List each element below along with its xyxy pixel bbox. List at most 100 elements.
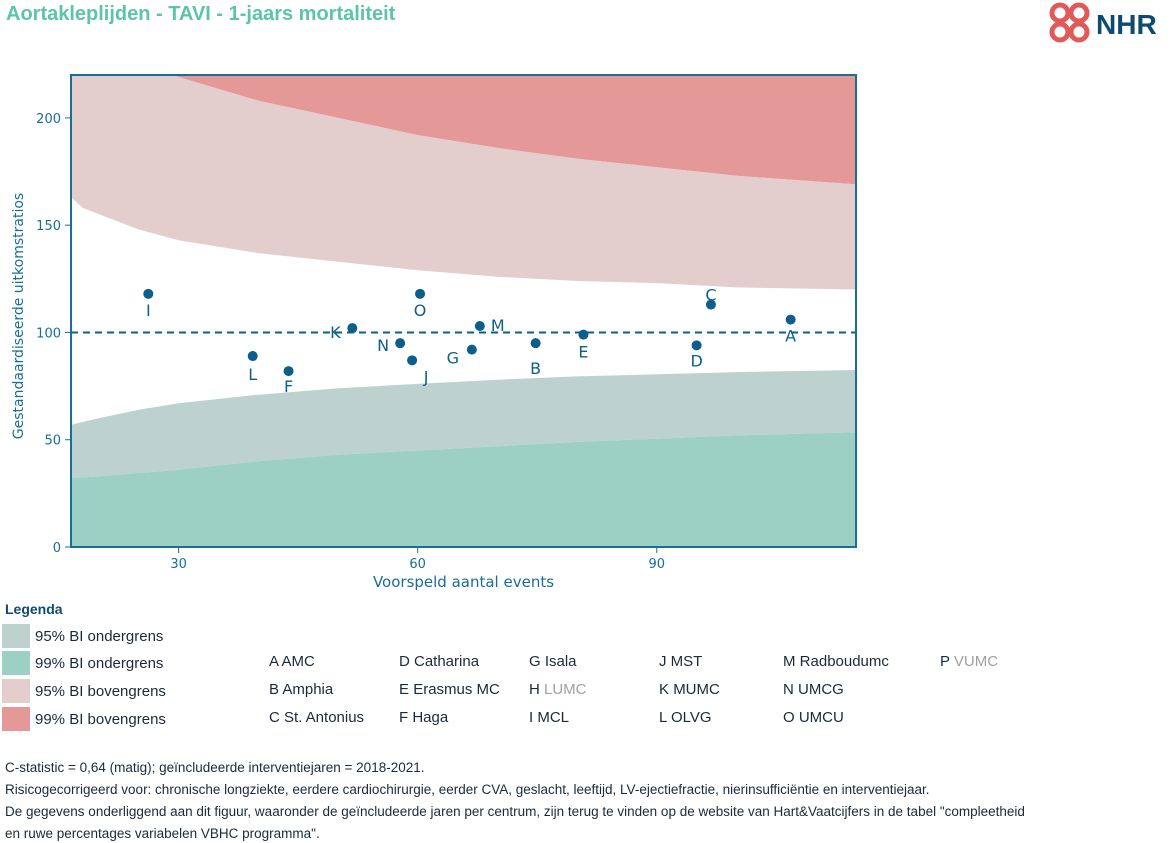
legend-center-name: Haga <box>412 709 449 726</box>
legend-center-item: O UMCU <box>783 709 844 726</box>
data-label-i: I <box>146 301 151 320</box>
legend-center-code: J <box>659 653 671 670</box>
data-label-f: F <box>284 377 293 396</box>
legend-band-item: 95% BI ondergrens <box>2 623 163 649</box>
legend-center-name: AMC <box>281 653 315 670</box>
legend-center-item: H LUMC <box>529 681 587 698</box>
legend-center-code: K <box>659 681 674 698</box>
x-tick-label: 60 <box>409 557 426 572</box>
data-point-l <box>247 351 258 362</box>
legend-center-item: A AMC <box>269 653 315 670</box>
band-lower-99 <box>71 432 856 547</box>
legend-band-item: 95% BI bovengrens <box>2 678 166 704</box>
legend-center-item: N UMCG <box>783 681 844 698</box>
data-point-a <box>785 314 796 325</box>
legend-center-name: UMCG <box>798 681 844 698</box>
y-tick-label: 0 <box>53 541 61 556</box>
data-label-c: C <box>705 286 716 305</box>
legend-center-name: Catharina <box>414 653 480 670</box>
legend-center-name: OLVG <box>670 709 712 726</box>
legend-swatch <box>2 679 30 703</box>
legend-center-code: L <box>659 709 671 726</box>
band-upper-95 <box>71 75 856 290</box>
data-label-j: J <box>423 367 429 386</box>
legend-center-item: G Isala <box>529 653 577 670</box>
data-point-e <box>578 329 589 340</box>
legend-center-item: D Catharina <box>399 653 479 670</box>
data-point-c <box>705 299 716 310</box>
data-point-k <box>347 323 358 334</box>
legend-center-code: H <box>529 681 544 698</box>
data-label-d: D <box>690 351 702 370</box>
nhr-logo-text: NHR <box>1096 9 1157 40</box>
y-tick-label: 50 <box>44 434 61 449</box>
legend-center-item: I MCL <box>529 709 569 726</box>
plot-frame <box>70 74 857 548</box>
footnote-c-statistic: C-statistic = 0,64 (matig); geïncludeerd… <box>5 760 425 775</box>
funnel-chart: 0 50 100 150 200 30 60 90 Voorspeld aantal event… <box>11 74 857 591</box>
data-label-g: G <box>447 349 459 368</box>
legend-center-code: M <box>783 653 800 670</box>
legend-swatch <box>2 651 30 675</box>
legend-center-code: O <box>783 709 799 726</box>
legend-center-code: A <box>269 653 282 670</box>
legend-center-code: E <box>399 681 414 698</box>
data-label-l: L <box>248 365 257 384</box>
legend-center-code: G <box>529 653 545 670</box>
data-point-m <box>474 321 485 332</box>
legend-center-name: St. Antonius <box>284 709 365 726</box>
legend-center-code: F <box>399 709 413 726</box>
footnote-data-source: De gegevens onderliggend aan dit figuur,… <box>5 804 1025 819</box>
legend-center-item: E Erasmus MC <box>399 681 500 698</box>
data-point-j <box>407 355 418 366</box>
band-lower-95 <box>71 370 856 479</box>
y-axis-label: Gestandaardiseerde uitkomstratios <box>11 193 27 439</box>
legend-center-name: MST <box>670 653 703 670</box>
legend-center-item: P VUMC <box>940 653 998 670</box>
y-tick-label: 200 <box>36 112 61 127</box>
legend-center-item: L OLVG <box>659 709 712 726</box>
y-tick-label: 150 <box>36 219 61 234</box>
legend-center-item: C St. Antonius <box>269 709 364 726</box>
data-point-d <box>691 340 702 351</box>
data-point-n <box>395 338 406 349</box>
footnote-data-source-cont: en ruwe percentages variabelen VBHC prog… <box>5 826 320 841</box>
data-point-b <box>530 338 541 349</box>
plot-area <box>71 75 856 547</box>
legend-center-code: B <box>269 681 283 698</box>
legend-center-name: Radboudumc <box>799 653 889 670</box>
legend-swatch <box>2 624 30 648</box>
y-tick-label: 100 <box>36 326 61 341</box>
x-axis-label: Voorspeld aantal events <box>373 573 554 591</box>
footnote-risk-adjustment: Risicogecorrigeerd voor: chronische long… <box>5 782 930 797</box>
legend-center-code: N <box>783 681 798 698</box>
legend-band-label: 99% BI ondergrens <box>35 654 164 672</box>
data-point-f <box>283 366 294 377</box>
legend-center-item: B Amphia <box>269 681 333 698</box>
data-label-k: K <box>330 323 341 342</box>
x-tick-label: 30 <box>170 557 187 572</box>
data-label-o: O <box>414 301 427 320</box>
legend-center-item: K MUMC <box>659 681 720 698</box>
legend-center-code: I <box>529 709 538 726</box>
data-point-g <box>466 344 477 355</box>
data-label-e: E <box>578 343 588 362</box>
nhr-logo: NHR <box>1049 2 1157 43</box>
legend-center-name: Isala <box>544 653 577 670</box>
legend-center-code: P <box>940 653 954 670</box>
data-label-n: N <box>377 336 389 355</box>
data-label-b: B <box>530 359 541 378</box>
legend-band-label: 99% BI bovengrens <box>35 710 166 728</box>
legend-center-name: MCL <box>537 709 570 726</box>
legend-center-item: M Radboudumc <box>783 653 889 670</box>
page-title: Aortakleplijden - TAVI - 1-jaars mortali… <box>6 3 396 25</box>
data-label-m: M <box>491 316 505 335</box>
data-point-o <box>415 288 426 299</box>
legend-center-code: C <box>269 709 284 726</box>
data-label-a: A <box>785 327 796 346</box>
legend-title: Legenda <box>5 601 63 617</box>
legend-band-item: 99% BI bovengrens <box>2 706 166 732</box>
legend-band-label: 95% BI bovengrens <box>35 682 166 700</box>
legend-center-code: D <box>399 653 414 670</box>
data-point-i <box>143 288 154 299</box>
